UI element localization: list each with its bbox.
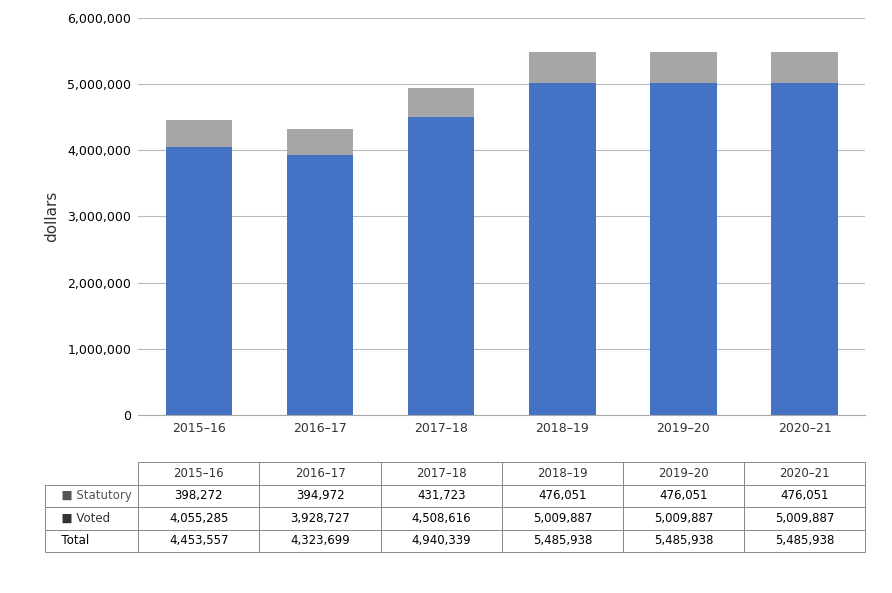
Bar bbox=[166, 146, 232, 415]
Y-axis label: dollars: dollars bbox=[44, 191, 59, 242]
Bar bbox=[650, 84, 717, 415]
Bar bbox=[529, 84, 596, 415]
Bar bbox=[286, 155, 353, 415]
Bar bbox=[529, 52, 596, 84]
Bar bbox=[166, 120, 232, 146]
Bar bbox=[408, 88, 475, 117]
Bar bbox=[408, 117, 475, 415]
Bar bbox=[772, 52, 838, 84]
Bar bbox=[286, 129, 353, 155]
Bar bbox=[650, 52, 717, 84]
Bar bbox=[772, 84, 838, 415]
